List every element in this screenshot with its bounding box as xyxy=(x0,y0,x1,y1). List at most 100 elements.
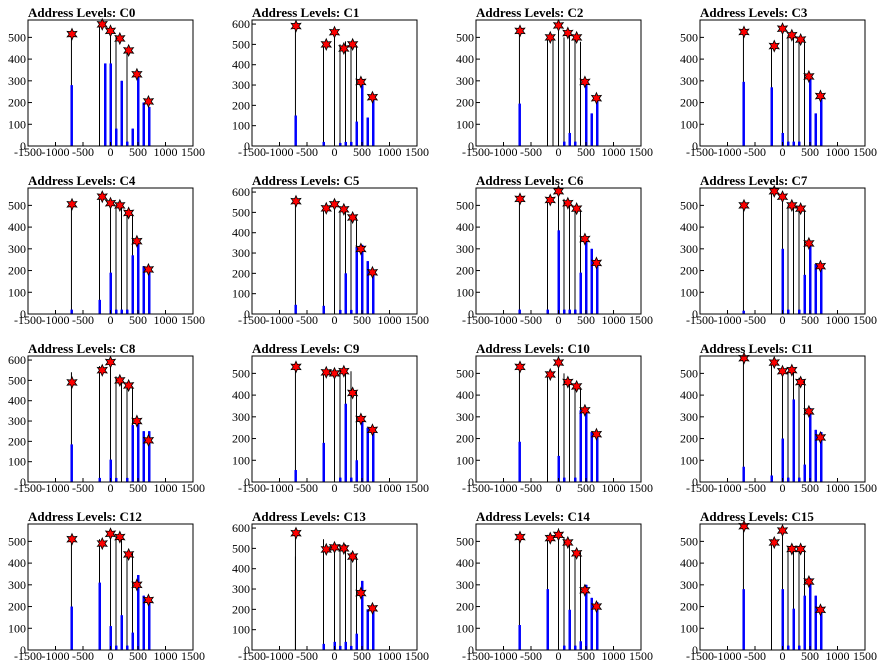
point xyxy=(552,355,565,370)
chart-panel-11: Address Levels: C11 0 100 200 300 400 500 -1500… xyxy=(680,341,877,495)
x-tick-label: 1500 xyxy=(629,145,653,159)
x-tick-label: -1500 xyxy=(462,145,490,159)
y-tick-label: 300 xyxy=(232,246,250,260)
point xyxy=(328,366,341,380)
y-tick-label: 100 xyxy=(8,621,26,635)
x-tick-label: -1500 xyxy=(14,145,42,159)
point xyxy=(514,192,526,206)
x-tick-label: -1000 xyxy=(490,649,518,663)
x-tick-label: -500 xyxy=(72,481,94,495)
point xyxy=(131,67,143,81)
x-tick-label: -1000 xyxy=(42,145,70,159)
point xyxy=(355,586,367,600)
point xyxy=(738,351,750,365)
point xyxy=(514,530,526,544)
x-tick-label: -1000 xyxy=(714,649,742,663)
x-tick-label: 0 xyxy=(556,313,562,327)
y-tick-label: 300 xyxy=(456,410,474,424)
y-tick-label: 0 xyxy=(20,139,26,153)
x-tick-label: 500 xyxy=(801,313,819,327)
y-tick-label: 300 xyxy=(232,78,250,92)
y-tick-label: 200 xyxy=(680,432,698,446)
chart-panel-2: Address Levels: C20100200300400500-1500-… xyxy=(456,5,653,159)
x-tick-label: 0 xyxy=(108,313,114,327)
x-tick-label: 0 xyxy=(108,481,114,495)
y-tick-label: 100 xyxy=(680,453,698,467)
point xyxy=(786,28,798,42)
x-tick-label: 500 xyxy=(577,145,595,159)
chart-panel-12: Address Levels: C12 0 100 200 300 400 500 -1500… xyxy=(8,509,205,663)
y-tick-label: 200 xyxy=(8,434,26,448)
y-tick-label: 300 xyxy=(680,410,698,424)
point xyxy=(290,194,302,208)
y-tick-label: 500 xyxy=(680,534,698,548)
x-tick-label: -500 xyxy=(520,649,542,663)
point xyxy=(514,24,526,38)
chart-title: Address Levels: C15 xyxy=(700,509,814,524)
y-tick-label: 0 xyxy=(468,139,474,153)
y-tick-label: 200 xyxy=(8,600,26,614)
y-tick-label: 200 xyxy=(680,264,698,278)
y-tick-label: 0 xyxy=(244,307,250,321)
x-tick-label: 1500 xyxy=(181,649,205,663)
y-tick-label: 0 xyxy=(20,643,26,657)
point xyxy=(328,540,341,554)
y-tick-label: 500 xyxy=(456,198,474,212)
chart-panel-7: Address Levels: C70100200300400500-1500-… xyxy=(680,173,877,327)
point xyxy=(114,31,126,46)
x-tick-label: -1500 xyxy=(14,649,42,663)
x-tick-label: 500 xyxy=(577,313,595,327)
y-tick-label: 300 xyxy=(680,74,698,88)
point xyxy=(346,549,359,564)
x-tick-label: 500 xyxy=(801,145,819,159)
y-tick-label: 300 xyxy=(232,410,250,424)
point xyxy=(142,593,155,607)
y-tick-label: 0 xyxy=(692,643,698,657)
y-tick-label: 100 xyxy=(680,117,698,131)
chart-panel-14: Address Levels: C14 0 100 200 300 400 500 -1500… xyxy=(456,509,653,663)
y-tick-label: 400 xyxy=(680,556,698,570)
point xyxy=(338,541,350,555)
chart-title: Address Levels: C3 xyxy=(700,5,808,20)
y-tick-label: 500 xyxy=(8,198,26,212)
x-tick-label: 1500 xyxy=(405,649,429,663)
x-tick-label: -1500 xyxy=(686,145,714,159)
x-tick-label: 1500 xyxy=(629,313,653,327)
y-tick-label: 0 xyxy=(692,307,698,321)
x-tick-label: 0 xyxy=(780,481,786,495)
x-tick-label: 0 xyxy=(108,145,114,159)
y-tick-label: 300 xyxy=(232,582,250,596)
x-tick-label: 0 xyxy=(556,145,562,159)
point xyxy=(562,535,574,550)
y-tick-label: 300 xyxy=(456,578,474,592)
point xyxy=(142,262,155,277)
x-tick-label: 0 xyxy=(556,649,562,663)
y-tick-label: 500 xyxy=(8,534,26,548)
point xyxy=(786,363,798,377)
point xyxy=(768,535,780,550)
y-tick-label: 200 xyxy=(456,96,474,110)
point xyxy=(142,433,155,447)
y-tick-label: 200 xyxy=(232,432,250,446)
point xyxy=(96,363,108,377)
point xyxy=(122,43,135,58)
point xyxy=(776,22,789,36)
y-tick-label: 500 xyxy=(456,366,474,380)
point xyxy=(768,355,780,370)
point xyxy=(355,242,367,256)
x-tick-label: 500 xyxy=(353,649,371,663)
y-tick-label: 300 xyxy=(8,74,26,88)
point xyxy=(366,265,379,279)
point xyxy=(328,197,341,211)
x-tick-label: 1500 xyxy=(629,649,653,663)
point xyxy=(794,202,807,216)
y-tick-label: 400 xyxy=(456,388,474,402)
y-tick-label: 100 xyxy=(456,117,474,131)
y-tick-label: 0 xyxy=(468,643,474,657)
y-tick-label: 600 xyxy=(8,353,26,367)
x-tick-label: -1500 xyxy=(238,481,266,495)
y-tick-label: 400 xyxy=(8,220,26,234)
x-tick-label: -500 xyxy=(296,481,318,495)
y-tick-label: 200 xyxy=(232,266,250,280)
y-tick-label: 200 xyxy=(456,432,474,446)
